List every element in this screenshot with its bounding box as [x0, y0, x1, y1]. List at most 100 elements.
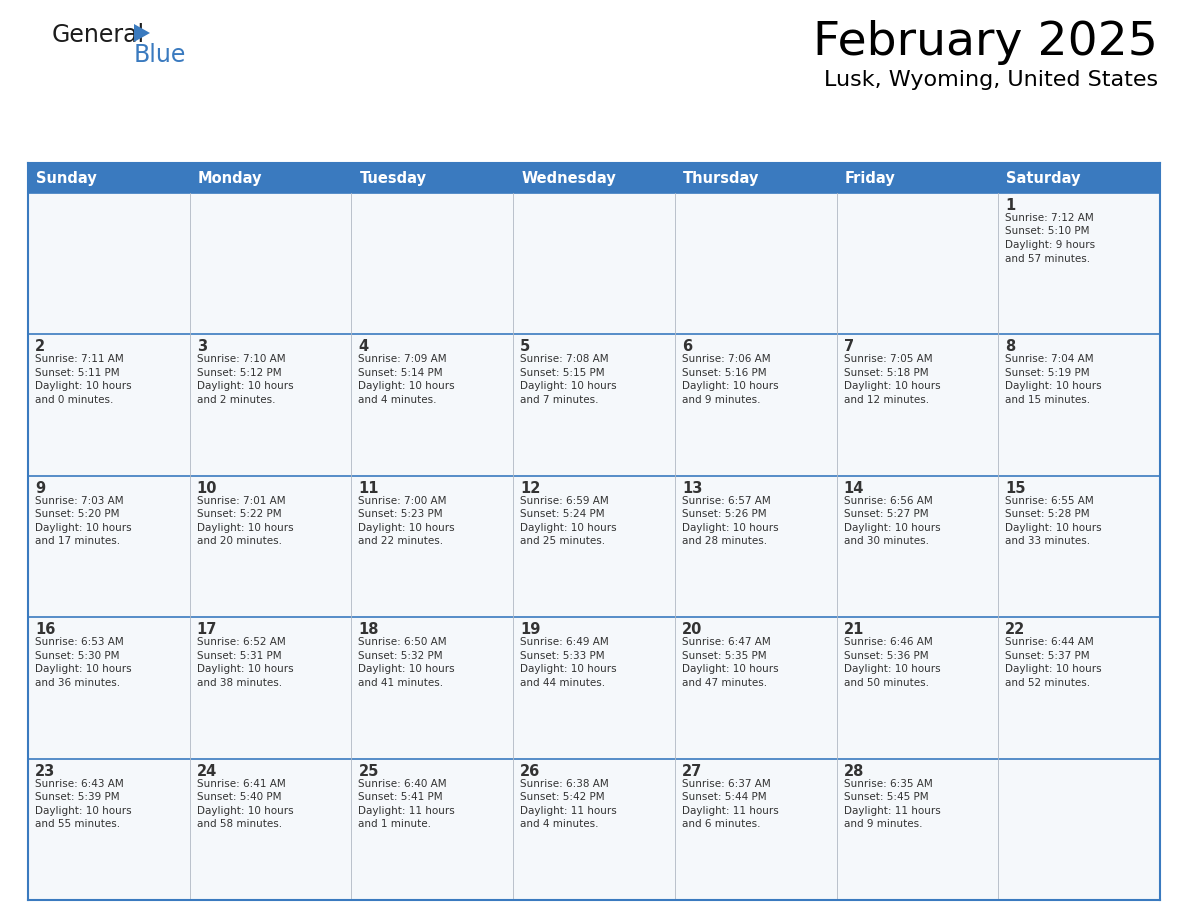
Text: Daylight: 10 hours: Daylight: 10 hours — [197, 522, 293, 532]
Text: Sunset: 5:30 PM: Sunset: 5:30 PM — [34, 651, 120, 661]
Text: and 36 minutes.: and 36 minutes. — [34, 677, 120, 688]
Text: Sunset: 5:12 PM: Sunset: 5:12 PM — [197, 368, 282, 378]
Bar — [836, 617, 998, 758]
Text: Sunset: 5:14 PM: Sunset: 5:14 PM — [359, 368, 443, 378]
Text: Sunset: 5:40 PM: Sunset: 5:40 PM — [197, 792, 282, 802]
Text: Blue: Blue — [134, 43, 187, 67]
Text: and 28 minutes.: and 28 minutes. — [682, 536, 767, 546]
Polygon shape — [134, 24, 150, 42]
Text: Sunrise: 7:09 AM: Sunrise: 7:09 AM — [359, 354, 447, 364]
Bar — [513, 758, 675, 900]
Text: General: General — [52, 23, 145, 47]
Bar — [998, 758, 1159, 900]
Text: and 12 minutes.: and 12 minutes. — [843, 395, 929, 405]
Text: and 55 minutes.: and 55 minutes. — [34, 819, 120, 829]
Text: Daylight: 10 hours: Daylight: 10 hours — [520, 381, 617, 391]
Text: and 22 minutes.: and 22 minutes. — [359, 536, 443, 546]
Text: Daylight: 11 hours: Daylight: 11 hours — [682, 806, 778, 815]
Text: Sunrise: 7:01 AM: Sunrise: 7:01 AM — [197, 496, 285, 506]
Text: Sunset: 5:44 PM: Sunset: 5:44 PM — [682, 792, 766, 802]
Text: Sunrise: 6:37 AM: Sunrise: 6:37 AM — [682, 778, 771, 789]
Text: and 4 minutes.: and 4 minutes. — [359, 395, 437, 405]
Text: Daylight: 10 hours: Daylight: 10 hours — [197, 381, 293, 391]
Text: and 52 minutes.: and 52 minutes. — [1005, 677, 1091, 688]
Text: Sunset: 5:26 PM: Sunset: 5:26 PM — [682, 509, 766, 520]
Bar — [998, 617, 1159, 758]
Text: Daylight: 10 hours: Daylight: 10 hours — [1005, 665, 1102, 674]
Bar — [513, 163, 675, 193]
Text: Sunrise: 6:55 AM: Sunrise: 6:55 AM — [1005, 496, 1094, 506]
Text: Lusk, Wyoming, United States: Lusk, Wyoming, United States — [823, 70, 1158, 90]
Text: Sunset: 5:27 PM: Sunset: 5:27 PM — [843, 509, 928, 520]
Bar — [29, 163, 190, 193]
Text: 21: 21 — [843, 622, 864, 637]
Text: 20: 20 — [682, 622, 702, 637]
Text: Sunset: 5:10 PM: Sunset: 5:10 PM — [1005, 227, 1089, 237]
Bar — [29, 334, 190, 476]
Text: Daylight: 10 hours: Daylight: 10 hours — [682, 665, 778, 674]
Bar — [29, 193, 190, 334]
Text: 13: 13 — [682, 481, 702, 496]
Text: Daylight: 10 hours: Daylight: 10 hours — [34, 806, 132, 815]
Text: Friday: Friday — [845, 171, 896, 185]
Text: Sunset: 5:23 PM: Sunset: 5:23 PM — [359, 509, 443, 520]
Text: Sunset: 5:15 PM: Sunset: 5:15 PM — [520, 368, 605, 378]
Bar — [675, 758, 836, 900]
Text: 24: 24 — [197, 764, 217, 778]
Text: Thursday: Thursday — [683, 171, 759, 185]
Text: Sunset: 5:20 PM: Sunset: 5:20 PM — [34, 509, 120, 520]
Text: and 50 minutes.: and 50 minutes. — [843, 677, 929, 688]
Text: and 1 minute.: and 1 minute. — [359, 819, 431, 829]
Text: Sunset: 5:35 PM: Sunset: 5:35 PM — [682, 651, 766, 661]
Text: Sunrise: 6:40 AM: Sunrise: 6:40 AM — [359, 778, 447, 789]
Text: Sunrise: 6:46 AM: Sunrise: 6:46 AM — [843, 637, 933, 647]
Text: Sunset: 5:24 PM: Sunset: 5:24 PM — [520, 509, 605, 520]
Text: Sunrise: 7:00 AM: Sunrise: 7:00 AM — [359, 496, 447, 506]
Text: Sunset: 5:11 PM: Sunset: 5:11 PM — [34, 368, 120, 378]
Text: Sunset: 5:45 PM: Sunset: 5:45 PM — [843, 792, 928, 802]
Text: 23: 23 — [34, 764, 56, 778]
Text: Sunrise: 6:57 AM: Sunrise: 6:57 AM — [682, 496, 771, 506]
Text: Daylight: 10 hours: Daylight: 10 hours — [843, 665, 940, 674]
Bar — [352, 163, 513, 193]
Text: Sunday: Sunday — [36, 171, 96, 185]
Text: Daylight: 10 hours: Daylight: 10 hours — [34, 665, 132, 674]
Text: Sunrise: 6:49 AM: Sunrise: 6:49 AM — [520, 637, 609, 647]
Text: Daylight: 10 hours: Daylight: 10 hours — [1005, 381, 1102, 391]
Text: Sunset: 5:19 PM: Sunset: 5:19 PM — [1005, 368, 1089, 378]
Bar — [836, 758, 998, 900]
Text: Sunrise: 6:50 AM: Sunrise: 6:50 AM — [359, 637, 447, 647]
Text: Sunrise: 7:04 AM: Sunrise: 7:04 AM — [1005, 354, 1094, 364]
Text: Sunrise: 7:08 AM: Sunrise: 7:08 AM — [520, 354, 608, 364]
Bar — [190, 758, 352, 900]
Text: 9: 9 — [34, 481, 45, 496]
Bar — [352, 193, 513, 334]
Text: 10: 10 — [197, 481, 217, 496]
Text: Daylight: 10 hours: Daylight: 10 hours — [34, 381, 132, 391]
Bar — [836, 476, 998, 617]
Text: Daylight: 10 hours: Daylight: 10 hours — [197, 806, 293, 815]
Text: and 44 minutes.: and 44 minutes. — [520, 677, 605, 688]
Bar — [352, 758, 513, 900]
Bar — [675, 476, 836, 617]
Text: 11: 11 — [359, 481, 379, 496]
Bar — [998, 163, 1159, 193]
Text: 1: 1 — [1005, 198, 1016, 213]
Text: and 6 minutes.: and 6 minutes. — [682, 819, 760, 829]
Text: 22: 22 — [1005, 622, 1025, 637]
Text: Daylight: 10 hours: Daylight: 10 hours — [843, 381, 940, 391]
Text: 18: 18 — [359, 622, 379, 637]
Text: and 20 minutes.: and 20 minutes. — [197, 536, 282, 546]
Text: Sunrise: 6:52 AM: Sunrise: 6:52 AM — [197, 637, 285, 647]
Text: 3: 3 — [197, 340, 207, 354]
Bar — [998, 476, 1159, 617]
Text: and 30 minutes.: and 30 minutes. — [843, 536, 929, 546]
Text: Daylight: 10 hours: Daylight: 10 hours — [34, 522, 132, 532]
Bar — [352, 617, 513, 758]
Text: Daylight: 10 hours: Daylight: 10 hours — [843, 522, 940, 532]
Text: Daylight: 10 hours: Daylight: 10 hours — [520, 522, 617, 532]
Text: Sunset: 5:36 PM: Sunset: 5:36 PM — [843, 651, 928, 661]
Text: 16: 16 — [34, 622, 56, 637]
Bar — [513, 617, 675, 758]
Text: Sunset: 5:18 PM: Sunset: 5:18 PM — [843, 368, 928, 378]
